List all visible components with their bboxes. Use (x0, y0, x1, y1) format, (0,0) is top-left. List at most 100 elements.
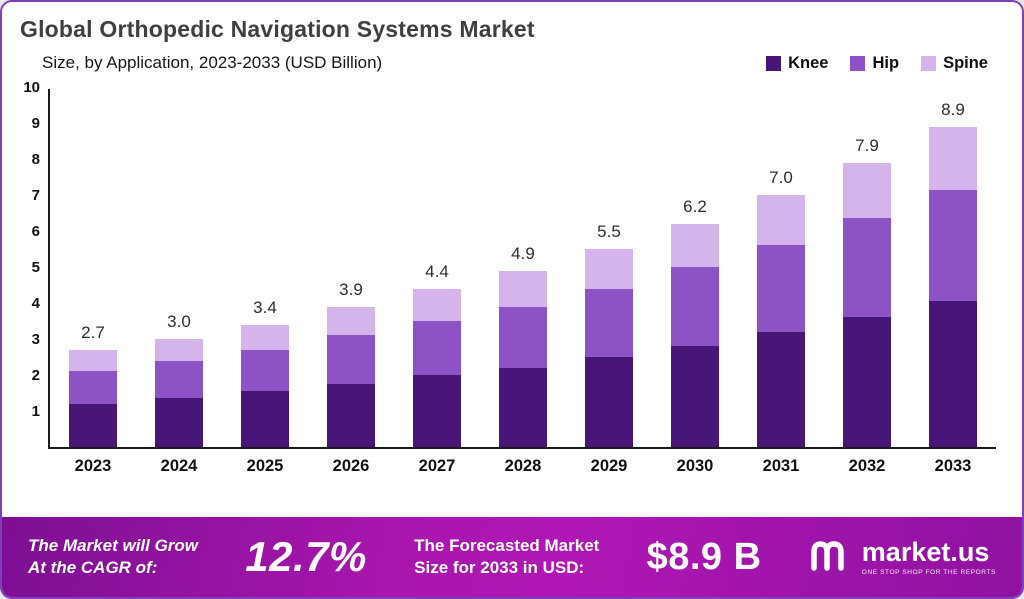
x-axis-label: 2028 (504, 457, 542, 475)
x-axis-label: 2024 (160, 457, 198, 475)
bar-stack (585, 249, 633, 447)
x-axis-label: 2025 (246, 457, 284, 475)
bar-total-label: 2.7 (81, 322, 105, 342)
y-axis-tick: 3 (31, 331, 40, 348)
x-axis-row: 2023 2024 2025 2026 2027 2028 2029 2030 2031 2032… (2, 449, 1022, 476)
brand-name: market.us (861, 536, 990, 567)
bar-segment-knee (155, 398, 203, 447)
marketus-logo-icon (809, 538, 853, 577)
y-axis-tick: 1 (31, 403, 40, 420)
legend-swatch (850, 56, 866, 71)
x-axis-label: 2026 (332, 457, 370, 475)
subtitle-row: Size, by Application, 2023-2033 (USD Bil… (2, 43, 1022, 73)
bar-stack (69, 349, 117, 447)
bar-segment-spine (413, 288, 461, 321)
bar-segment-hip (671, 267, 719, 347)
bar-total-label: 3.0 (167, 312, 191, 332)
bar-total-label: 5.5 (597, 222, 621, 242)
brand-logo: market.us ONE STOP SHOP FOR THE REPORTS (809, 538, 996, 577)
bar-stack (327, 306, 375, 447)
legend-swatch (766, 56, 782, 71)
y-axis-tick: 10 (23, 79, 40, 96)
chart-legend: Knee Hip Spine (766, 54, 988, 73)
x-axis-label: 2029 (590, 457, 628, 475)
y-axis-tick: 9 (31, 115, 40, 132)
bar-segment-knee (929, 301, 977, 447)
bar-stack (671, 223, 719, 447)
forecast-value: $8.9 B (646, 535, 762, 578)
bar-stack (413, 288, 461, 447)
bar-segment-spine (929, 126, 977, 190)
bar-column-2028: 4.9 (480, 89, 566, 447)
bar-segment-knee (757, 331, 805, 447)
cagr-label-line1: The Market will Grow (28, 535, 199, 555)
bar-segment-spine (671, 223, 719, 268)
footer-banner: The Market will Grow At the CAGR of: 12.… (2, 517, 1022, 597)
y-axis: 10 9 8 7 6 5 4 3 2 1 (14, 79, 48, 449)
bar-segment-spine (69, 349, 117, 372)
bar-total-label: 4.4 (425, 261, 449, 281)
bar-total-label: 3.4 (253, 297, 277, 317)
chart-subtitle: Size, by Application, 2023-2033 (USD Bil… (42, 53, 383, 72)
bar-stack (241, 324, 289, 447)
bar-segment-hip (413, 321, 461, 375)
bar-segment-hip (757, 245, 805, 332)
bar-segment-spine (155, 339, 203, 361)
chart-area: 10 9 8 7 6 5 4 3 2 1 2.7 3.0 3.4 3.9 4.4 4.9 5.5 6.2 7.0 7… (2, 73, 1022, 449)
bar-total-label: 4.9 (511, 243, 535, 263)
bar-segment-knee (585, 357, 633, 447)
brand-tagline: ONE STOP SHOP FOR THE REPORTS (861, 568, 996, 576)
bar-total-label: 8.9 (941, 99, 965, 119)
x-axis-labels: 2023 2024 2025 2026 2027 2028 2029 2030 2031 2032… (50, 457, 996, 476)
bar-segment-spine (757, 195, 805, 246)
y-axis-tick: 4 (31, 295, 40, 312)
bar-segment-knee (327, 384, 375, 447)
bar-segment-knee (241, 391, 289, 447)
bar-segment-spine (327, 306, 375, 336)
bar-segment-hip (585, 288, 633, 357)
bar-column-2030: 6.2 (652, 89, 738, 447)
bar-segment-spine (499, 270, 547, 307)
bar-segment-hip (843, 218, 891, 318)
x-axis-label: 2031 (762, 457, 800, 475)
page-title: Global Orthopedic Navigation Systems Mar… (20, 16, 535, 42)
bar-stack (929, 126, 977, 447)
y-axis-tick: 7 (31, 187, 40, 204)
bar-column-2023: 2.7 (50, 89, 136, 447)
bar-segment-hip (155, 360, 203, 399)
cagr-label: The Market will Grow At the CAGR of: (28, 535, 198, 579)
bar-segment-hip (929, 189, 977, 302)
bar-total-label: 6.2 (683, 196, 707, 216)
bar-column-2026: 3.9 (308, 89, 394, 447)
bar-segment-knee (413, 375, 461, 447)
cagr-label-line2: At the CAGR of: (28, 558, 158, 577)
bar-stack (843, 162, 891, 447)
cagr-value: 12.7% (245, 533, 367, 580)
bar-stack (155, 339, 203, 447)
x-axis-label: 2023 (74, 457, 112, 475)
bar-segment-knee (69, 403, 117, 447)
plot-area: 2.7 3.0 3.4 3.9 4.4 4.9 5.5 6.2 7.0 7.9 8.9 (48, 89, 996, 449)
bar-segment-spine (843, 162, 891, 219)
y-axis-tick: 2 (31, 367, 40, 384)
bar-segment-knee (843, 317, 891, 447)
bar-stack (499, 270, 547, 447)
bar-segment-hip (327, 335, 375, 384)
bar-column-2032: 7.9 (824, 89, 910, 447)
bar-segment-hip (241, 349, 289, 392)
legend-label: Hip (872, 54, 900, 72)
bar-column-2029: 5.5 (566, 89, 652, 447)
bar-column-2033: 8.9 (910, 89, 996, 447)
legend-swatch (921, 56, 937, 71)
bar-segment-hip (499, 306, 547, 368)
x-axis-label: 2030 (676, 457, 714, 475)
bar-segment-spine (241, 324, 289, 350)
bar-total-label: 7.9 (855, 135, 879, 155)
forecast-label: The Forecasted Market Size for 2033 in U… (414, 535, 599, 579)
legend-label: Knee (788, 54, 829, 72)
bar-column-2031: 7.0 (738, 89, 824, 447)
y-axis-tick: 8 (31, 151, 40, 168)
x-axis-label: 2032 (848, 457, 886, 475)
forecast-label-line1: The Forecasted Market (414, 535, 600, 555)
